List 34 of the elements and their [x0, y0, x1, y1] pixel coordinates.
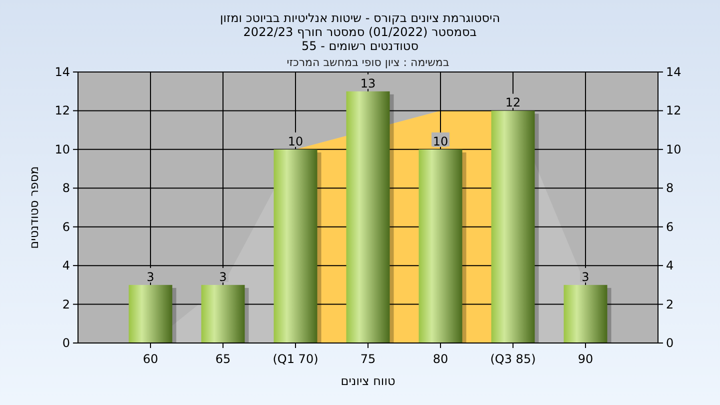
- y-tick-label: 10: [54, 142, 70, 156]
- y2-tick-label: 10: [666, 142, 682, 156]
- x-tick-label: 75: [360, 352, 376, 366]
- y2-tick-label: 6: [666, 220, 674, 234]
- x-tick-label: 65: [215, 352, 231, 366]
- data-label: 12: [505, 96, 521, 110]
- data-label: 10: [432, 134, 448, 148]
- x-tick-label: 90: [578, 352, 594, 366]
- y2-tick-label: 2: [666, 297, 674, 312]
- data-label: 10: [288, 134, 304, 148]
- y2-tick-label: 0: [666, 336, 674, 350]
- y-tick-label: 14: [54, 65, 70, 79]
- y2-tick-label: 14: [666, 65, 682, 79]
- x-tick-label: (Q1 70): [272, 352, 318, 366]
- y-tick-label: 6: [62, 220, 70, 234]
- chart-title: היסטוגרמת ציונים בקורס - שיטות אנליטיות בביוטכ ומזון בסמסטר (01/2022) סמסטר חורף 2022/23 סטודנטים רשומים - 55: [220, 11, 500, 53]
- x-tick-label: 60: [142, 352, 158, 366]
- y2-tick-label: 12: [666, 104, 682, 118]
- x-tick-label: (Q3 85): [490, 352, 536, 366]
- y-tick-label: 2: [62, 297, 70, 312]
- y-axis-title: מספר סטודנטים: [27, 166, 41, 249]
- y-tick-label: 8: [62, 181, 70, 196]
- data-label: 13: [360, 76, 376, 90]
- y-tick-label: 12: [54, 104, 70, 118]
- y-tick-label: 4: [62, 258, 70, 273]
- data-label: 3: [146, 270, 154, 284]
- x-axis-title: טווח ציונים: [340, 374, 396, 388]
- data-label: 3: [582, 270, 590, 284]
- data-label: 3: [219, 270, 227, 284]
- y2-tick-label: 8: [666, 181, 674, 196]
- text: במשימה : ציון סופי במחשב המרכזי: [286, 56, 450, 69]
- x-tick-label: 80: [432, 352, 448, 366]
- y2-tick-label: 4: [666, 258, 674, 273]
- y-tick-label: 0: [62, 336, 70, 350]
